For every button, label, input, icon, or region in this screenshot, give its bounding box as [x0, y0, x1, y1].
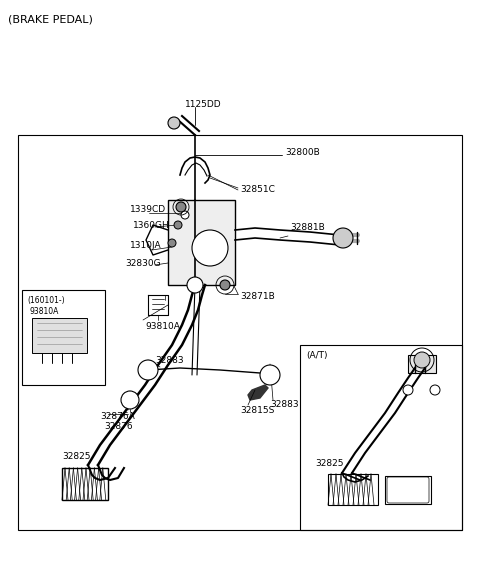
Bar	[22, 290, 105, 385]
Text: 32876A: 32876A	[100, 412, 135, 421]
Text: 32825: 32825	[315, 459, 344, 468]
Circle shape	[403, 385, 413, 395]
Polygon shape	[62, 468, 108, 500]
Circle shape	[220, 280, 230, 290]
Circle shape	[174, 221, 182, 229]
Bar	[168, 200, 235, 285]
Text: (160101-): (160101-)	[27, 296, 65, 305]
Circle shape	[138, 360, 158, 380]
Text: 32825: 32825	[62, 452, 91, 461]
Text: 93810A: 93810A	[145, 322, 180, 331]
Circle shape	[333, 228, 353, 248]
Circle shape	[121, 391, 139, 409]
Text: 32871B: 32871B	[240, 292, 275, 301]
Text: 32815S: 32815S	[240, 406, 275, 415]
Text: 1360GH: 1360GH	[133, 221, 170, 229]
Text: 32883: 32883	[155, 356, 184, 365]
Text: 1339CD: 1339CD	[130, 205, 166, 215]
Bar	[18, 135, 462, 530]
Polygon shape	[248, 385, 268, 400]
Text: 32883: 32883	[270, 400, 299, 409]
Text: 32851C: 32851C	[240, 185, 275, 194]
Text: 32830G: 32830G	[125, 258, 161, 268]
Text: 1310JA: 1310JA	[130, 242, 162, 250]
Circle shape	[187, 277, 203, 293]
Circle shape	[414, 352, 430, 368]
Circle shape	[181, 211, 189, 219]
Bar	[408, 355, 436, 373]
Bar	[32, 318, 87, 353]
Circle shape	[192, 230, 228, 266]
Polygon shape	[328, 474, 378, 505]
Circle shape	[168, 117, 180, 129]
Circle shape	[430, 385, 440, 395]
Text: 32881B: 32881B	[290, 223, 325, 232]
Text: 93810A: 93810A	[30, 307, 60, 316]
Circle shape	[260, 365, 280, 385]
Circle shape	[168, 239, 176, 247]
Text: (A/T): (A/T)	[306, 351, 327, 360]
Bar	[385, 476, 431, 504]
Text: 32800B: 32800B	[285, 148, 320, 157]
Circle shape	[176, 202, 186, 212]
Text: 32876: 32876	[104, 422, 132, 431]
Bar	[300, 345, 462, 530]
Text: (BRAKE PEDAL): (BRAKE PEDAL)	[8, 14, 93, 24]
FancyBboxPatch shape	[387, 477, 429, 503]
Text: 1125DD: 1125DD	[185, 100, 222, 109]
